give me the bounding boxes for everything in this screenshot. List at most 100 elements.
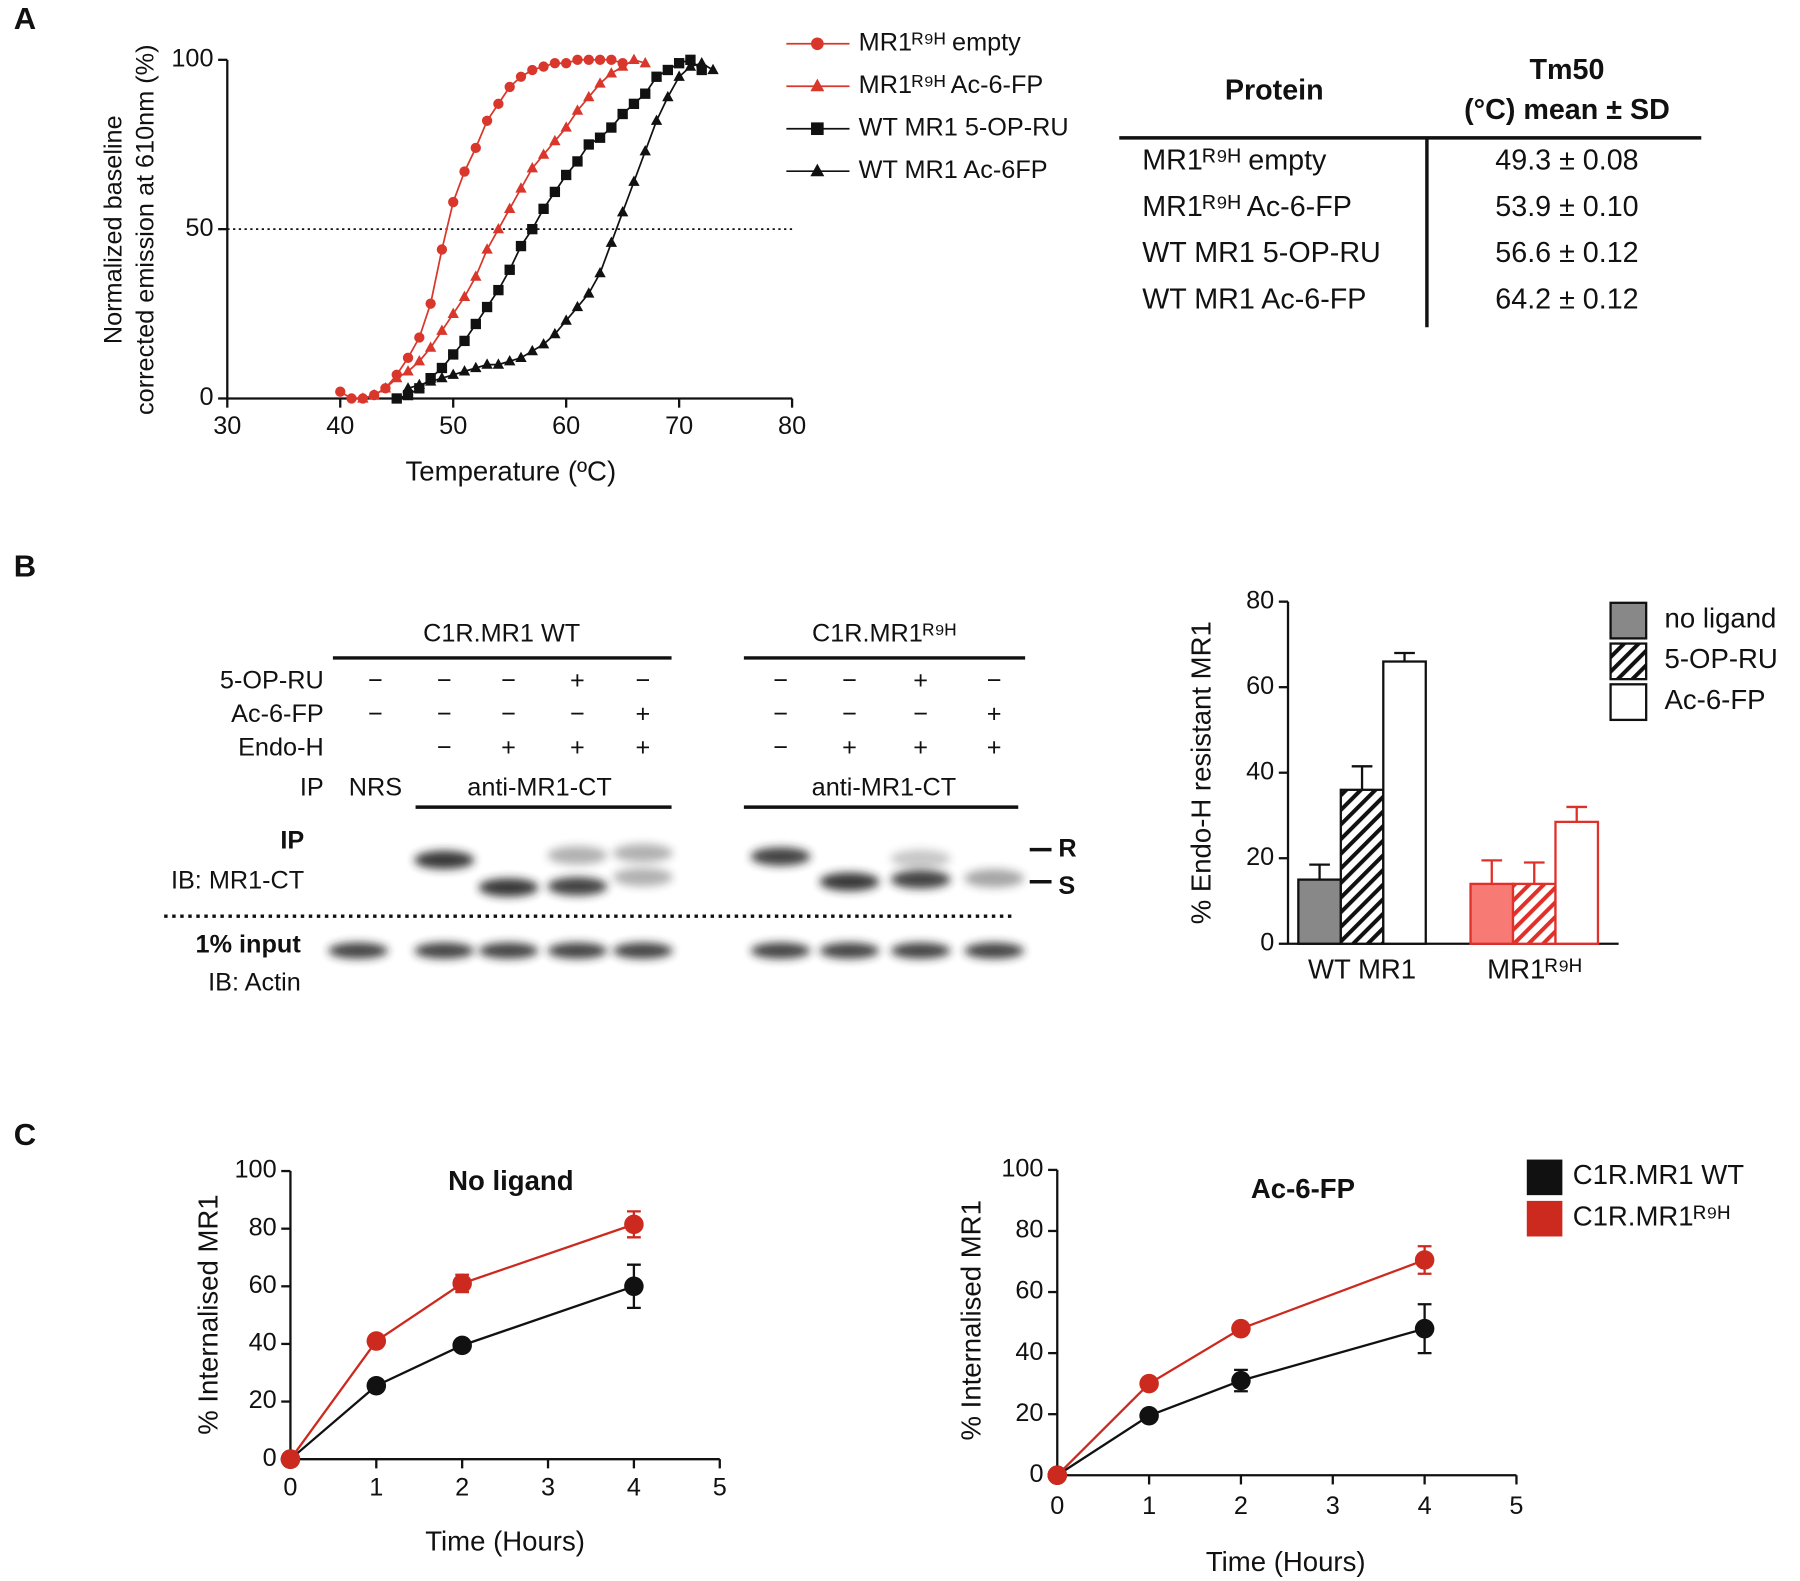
marker [560,121,572,132]
table-header: Tm50 [1529,54,1604,86]
marker [662,64,674,76]
treatment-sign: − [913,700,928,728]
legend-label: MR1ᴿ⁹ᴴ empty [859,28,1021,56]
legend-label: Ac-6-FP [1665,684,1766,715]
legend-swatch [1526,1159,1563,1196]
x-tick-label: 4 [627,1474,641,1502]
marker [424,375,437,386]
marker [639,57,651,68]
marker [458,365,471,376]
row-label: IP [300,773,324,801]
table-cell: 56.6 ± 0.12 [1495,237,1638,269]
y-tick-label: 0 [199,383,213,411]
marker [402,389,414,401]
marker [1139,1373,1159,1394]
treatment-sign: − [987,667,1002,695]
treatment-sign: + [987,733,1002,761]
y-tick-label: 0 [1260,928,1274,956]
marker [651,71,662,82]
legend-marker [810,78,825,92]
marker [335,386,346,397]
legend-marker [811,122,824,136]
x-axis-title: Time (Hours) [425,1525,585,1556]
marker [447,368,459,379]
row-label: 5-OP-RU [220,667,324,695]
marker [436,362,448,374]
legend-swatch [1609,601,1648,640]
marker [436,371,448,383]
marker [673,58,685,69]
marker [1414,1250,1435,1270]
table-header: (°C) mean ± SD [1464,94,1670,126]
y-tick-label: 80 [1015,1216,1043,1244]
marker [492,222,505,234]
legend-swatch [1526,1200,1563,1237]
marker [594,54,606,65]
marker [583,139,594,150]
blot-band [750,847,811,866]
marker [572,54,583,65]
marker [470,361,482,373]
legend-swatch [1609,642,1648,681]
blot-band [613,867,673,887]
marker [628,98,640,110]
blot-label: IB: MR1-CT [171,866,304,894]
marker [481,301,493,313]
treatment-sign: + [570,667,585,695]
marker [470,270,482,281]
x-tick-label: 60 [552,412,580,440]
marker [1231,1370,1251,1391]
series-line [407,62,714,390]
row-label: Endo-H [238,733,324,761]
x-axis-title: Time (Hours) [1206,1546,1366,1577]
table-header: Protein [1225,75,1324,107]
marker [515,182,527,193]
table-cell: WT MR1 5-OP-RU [1142,237,1381,269]
marker [605,67,618,78]
x-tick-label: 30 [213,412,241,440]
y-tick-label: 50 [185,214,213,242]
marker [628,53,640,64]
marker [526,161,538,173]
marker [527,64,538,76]
bar [1511,882,1557,945]
marker [515,351,527,362]
marker [684,60,697,71]
marker [526,344,538,356]
marker [594,77,606,88]
y-tick-label: 100 [171,44,213,72]
treatment-sign: − [773,700,788,728]
marker [346,393,357,404]
y-tick-label: 20 [1246,843,1274,871]
x-tick-label: 80 [778,412,806,440]
blot-band [478,878,539,897]
marker [527,223,538,235]
treatment-sign: − [368,700,383,728]
panel-label: A [14,1,36,36]
marker [504,202,516,213]
marker [447,307,459,318]
treatment-sign: − [842,667,857,695]
table-cell: 53.9 ± 0.10 [1495,191,1638,223]
legend-label: C1R.MR1ᴿ⁹ᴴ [1573,1200,1730,1231]
x-tick-label: 4 [1418,1492,1432,1520]
marker [650,114,663,125]
marker [515,71,527,82]
marker [1139,1405,1159,1426]
y-tick-label: 0 [263,1444,277,1472]
treatment-sign: − [570,700,585,728]
actin-band [547,942,608,959]
treatment-sign: − [368,667,383,695]
series-line [289,1223,635,1460]
y-tick-label: 20 [249,1386,277,1414]
marker [413,378,426,390]
y-axis-title: % Endo-H resistant MR1 [1185,621,1216,924]
bar [1469,882,1515,945]
marker [414,332,425,343]
marker [571,300,584,312]
marker [616,60,629,71]
marker [662,90,674,102]
marker [537,148,550,159]
x-tick-label: 50 [439,412,467,440]
